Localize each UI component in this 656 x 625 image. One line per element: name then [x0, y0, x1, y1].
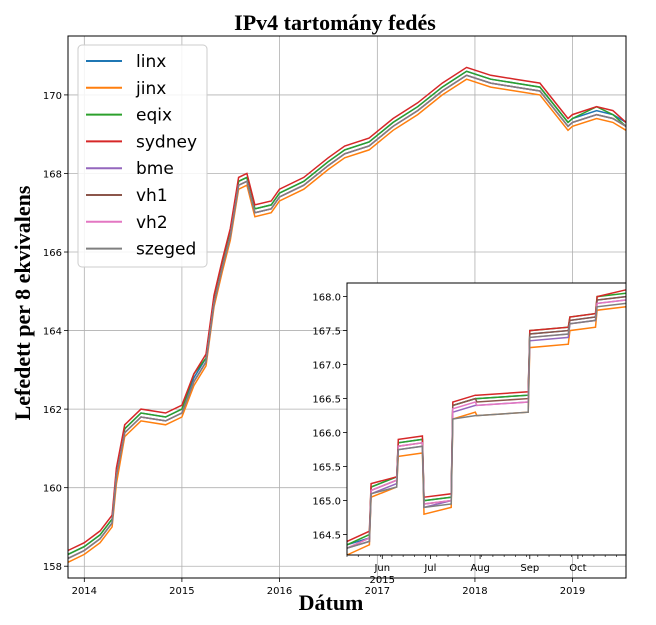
main-y-tick-label: 168 — [43, 169, 62, 180]
inset-y-tick-label: 166.5 — [312, 395, 341, 406]
main-y-tick-label: 170 — [43, 91, 62, 102]
main-x-tick-label: 2016 — [267, 586, 292, 597]
inset-y-tick-label: 165.0 — [312, 497, 341, 508]
main-x-tick-label: 2019 — [560, 586, 585, 597]
y-axis-label: Lefedett per 8 ekvivalens — [10, 185, 35, 420]
legend-box — [77, 44, 208, 268]
legend: linx jinx eqix sydney bme vh1 vh2 szeged — [77, 44, 208, 268]
inset-x-tick-label: Aug — [470, 563, 490, 574]
inset-series-szeged — [346, 302, 627, 549]
legend-label-jinx: jinx — [135, 79, 166, 99]
legend-label-vh1: vh1 — [136, 186, 168, 206]
main-series-sydney — [67, 66, 627, 552]
inset-x-tick-label: Jun — [373, 563, 390, 574]
main-x-tick-label: 2014 — [72, 586, 97, 597]
inset-series-sydney — [346, 289, 627, 543]
inset-x-tick-label: 2015 — [370, 575, 395, 586]
legend-label-sydney: sydney — [136, 132, 197, 152]
legend-label-eqix: eqix — [136, 106, 172, 126]
x-axis-label: Dátum — [299, 590, 364, 615]
inset-y-tick-label: 164.5 — [312, 531, 341, 542]
legend-label-bme: bme — [136, 159, 174, 179]
main-x-tick-label: 2017 — [365, 586, 390, 597]
inset-x-tick-label: Jul — [423, 563, 436, 574]
inset-x-tick-label: Sep — [520, 563, 539, 574]
main-y-tick-label: 160 — [43, 484, 62, 495]
main-y-tick-label: 162 — [43, 405, 62, 416]
inset-y-tick-label: 168.0 — [312, 293, 341, 304]
legend-label-linx: linx — [136, 52, 166, 72]
inset-background — [347, 283, 626, 555]
main-series-szeged — [67, 74, 627, 560]
legend-label-vh2: vh2 — [136, 213, 168, 233]
inset-y-tick-label: 165.5 — [312, 463, 341, 474]
main-series-jinx — [67, 78, 627, 563]
main-y-tick-label: 158 — [43, 562, 62, 573]
main-x-tick-label: 2015 — [169, 586, 194, 597]
legend-label-szeged: szeged — [136, 240, 196, 260]
inset-y-tick-label: 167.0 — [312, 361, 341, 372]
main-y-tick-label: 166 — [43, 248, 62, 259]
main-series-eqix — [67, 70, 627, 556]
main-y-tick-label: 164 — [43, 327, 62, 338]
inset-x-tick-label: Oct — [569, 563, 586, 574]
main-x-tick-label: 2018 — [462, 586, 487, 597]
inset-plot-frame — [346, 282, 627, 556]
inset-y-tick-label: 166.0 — [312, 429, 341, 440]
chart-title: IPv4 tartomány fedés — [234, 10, 436, 35]
inset-y-tick-label: 167.5 — [312, 327, 341, 338]
